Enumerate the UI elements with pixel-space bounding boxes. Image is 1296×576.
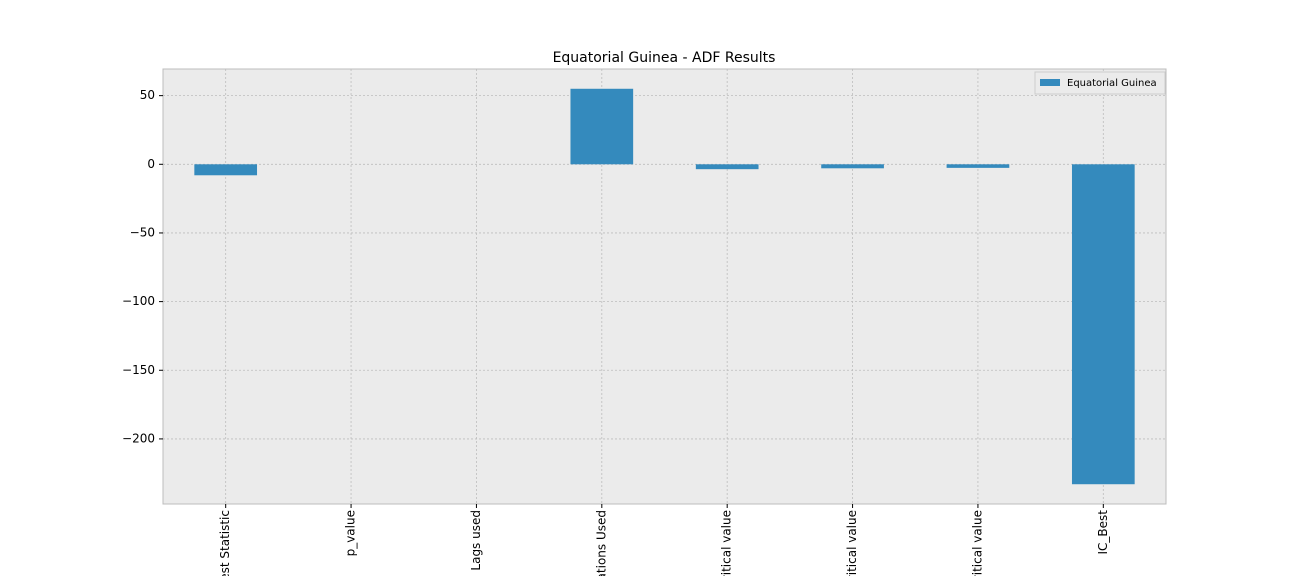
legend-swatch — [1040, 79, 1060, 86]
bar — [946, 164, 1010, 168]
x-tick-label: Lags used — [469, 510, 483, 571]
chart-title: Equatorial Guinea - ADF Results — [553, 50, 776, 66]
bar — [570, 88, 634, 165]
bar — [695, 164, 759, 170]
x-tick-label: ritical value — [845, 510, 859, 576]
x-tick-label: p_value — [344, 510, 358, 556]
bar — [1071, 164, 1135, 485]
plot-area — [162, 68, 1167, 505]
y-tick-label: −50 — [130, 225, 155, 239]
y-tick-label: −150 — [122, 363, 155, 377]
x-tick-label: IC_Best — [1096, 510, 1110, 555]
plot: −200 −150 −100 −50 0 50 est Statistic p_value La… — [122, 69, 1166, 576]
x-tick-label: ations Used — [594, 510, 608, 576]
x-tick-label: est Statistic — [218, 510, 232, 576]
y-tick-label: 50 — [140, 88, 155, 102]
legend-label: Equatorial Guinea — [1067, 78, 1157, 89]
bar — [821, 164, 884, 169]
y-tick-label: −100 — [122, 294, 155, 308]
legend-box — [1034, 71, 1166, 95]
y-tick-label: 0 — [147, 157, 155, 171]
x-tick-label: ritical value — [970, 510, 984, 576]
x-tick-label: ritical value — [720, 510, 734, 576]
bar — [194, 164, 258, 176]
y-tick-label: −200 — [122, 431, 155, 445]
